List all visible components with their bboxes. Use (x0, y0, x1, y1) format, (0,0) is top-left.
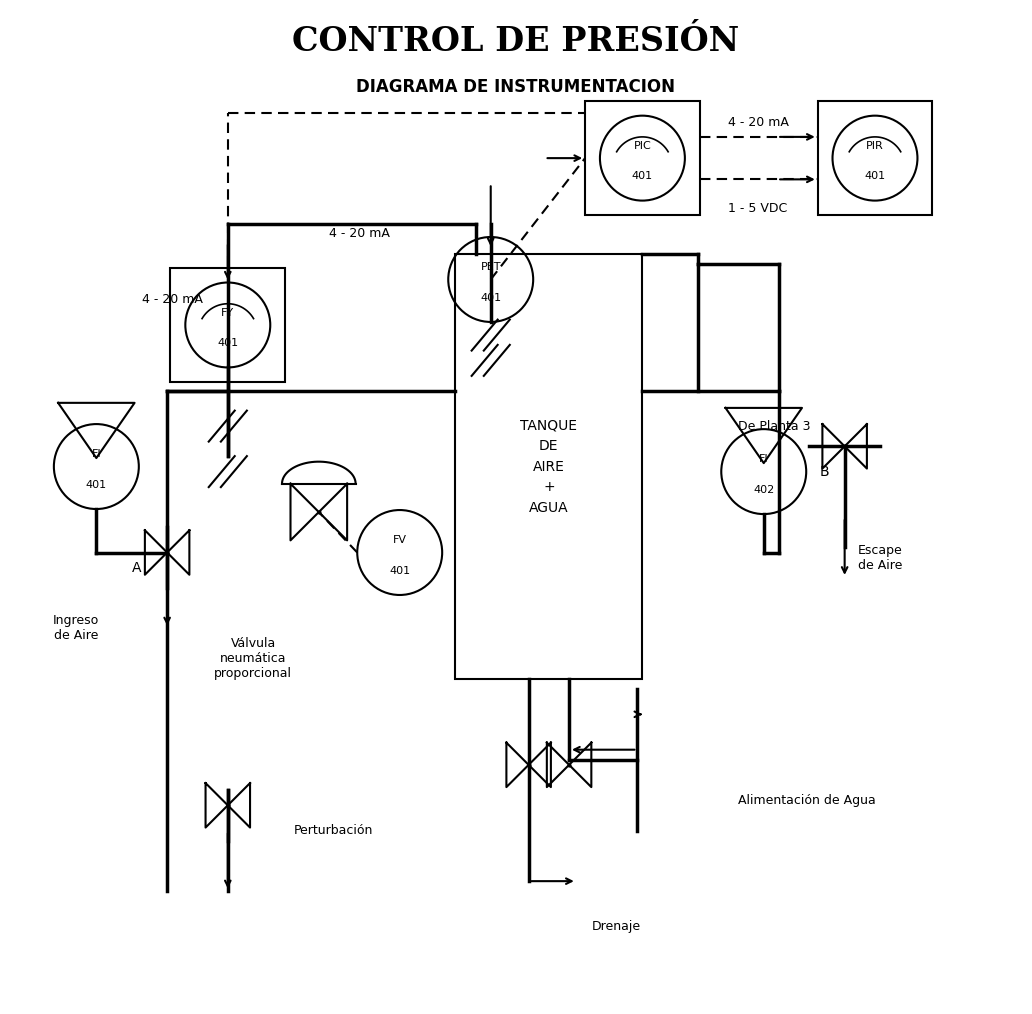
Text: B: B (819, 464, 829, 479)
Bar (170, 268, 285, 382)
Text: 401: 401 (86, 480, 107, 490)
Text: 401: 401 (632, 171, 653, 182)
Text: 4 - 20 mA: 4 - 20 mA (141, 293, 202, 306)
Text: 402: 402 (753, 485, 774, 495)
Text: 401: 401 (389, 566, 411, 576)
Text: Escape
de Aire: Escape de Aire (858, 544, 902, 572)
Text: Perturbación: Perturbación (293, 824, 373, 838)
Text: 4 - 20 mA: 4 - 20 mA (329, 227, 390, 240)
Bar (817, 100, 932, 215)
Text: Alimentación de Agua: Alimentación de Agua (739, 794, 876, 807)
Text: 401: 401 (480, 293, 502, 302)
Text: FI: FI (759, 454, 769, 464)
Text: 1 - 5 VDC: 1 - 5 VDC (729, 202, 787, 215)
Text: 401: 401 (865, 171, 885, 182)
Text: Ingreso
de Aire: Ingreso de Aire (53, 614, 99, 642)
Text: CONTROL DE PRESIÓN: CONTROL DE PRESIÓN (292, 25, 740, 59)
Bar (585, 100, 700, 215)
Text: A: A (132, 561, 141, 575)
Text: FI: FI (92, 449, 101, 459)
Text: DIAGRAMA DE INSTRUMENTACION: DIAGRAMA DE INSTRUMENTACION (356, 78, 676, 96)
Text: FV: FV (393, 535, 407, 546)
Text: 4 - 20 mA: 4 - 20 mA (729, 117, 789, 129)
Text: PIC: PIC (634, 141, 651, 151)
Text: Drenaje: Drenaje (591, 920, 641, 933)
Text: Válvula
neumática
proporcional: Válvula neumática proporcional (214, 637, 292, 680)
Text: PET: PET (481, 263, 501, 273)
Text: PIR: PIR (866, 141, 883, 151)
Bar (455, 255, 642, 679)
Text: De Planta 3: De Planta 3 (739, 420, 811, 433)
Text: 401: 401 (218, 339, 238, 348)
Text: FY: FY (221, 308, 234, 317)
Text: TANQUE
DE
AIRE
+
AGUA: TANQUE DE AIRE + AGUA (520, 419, 577, 515)
